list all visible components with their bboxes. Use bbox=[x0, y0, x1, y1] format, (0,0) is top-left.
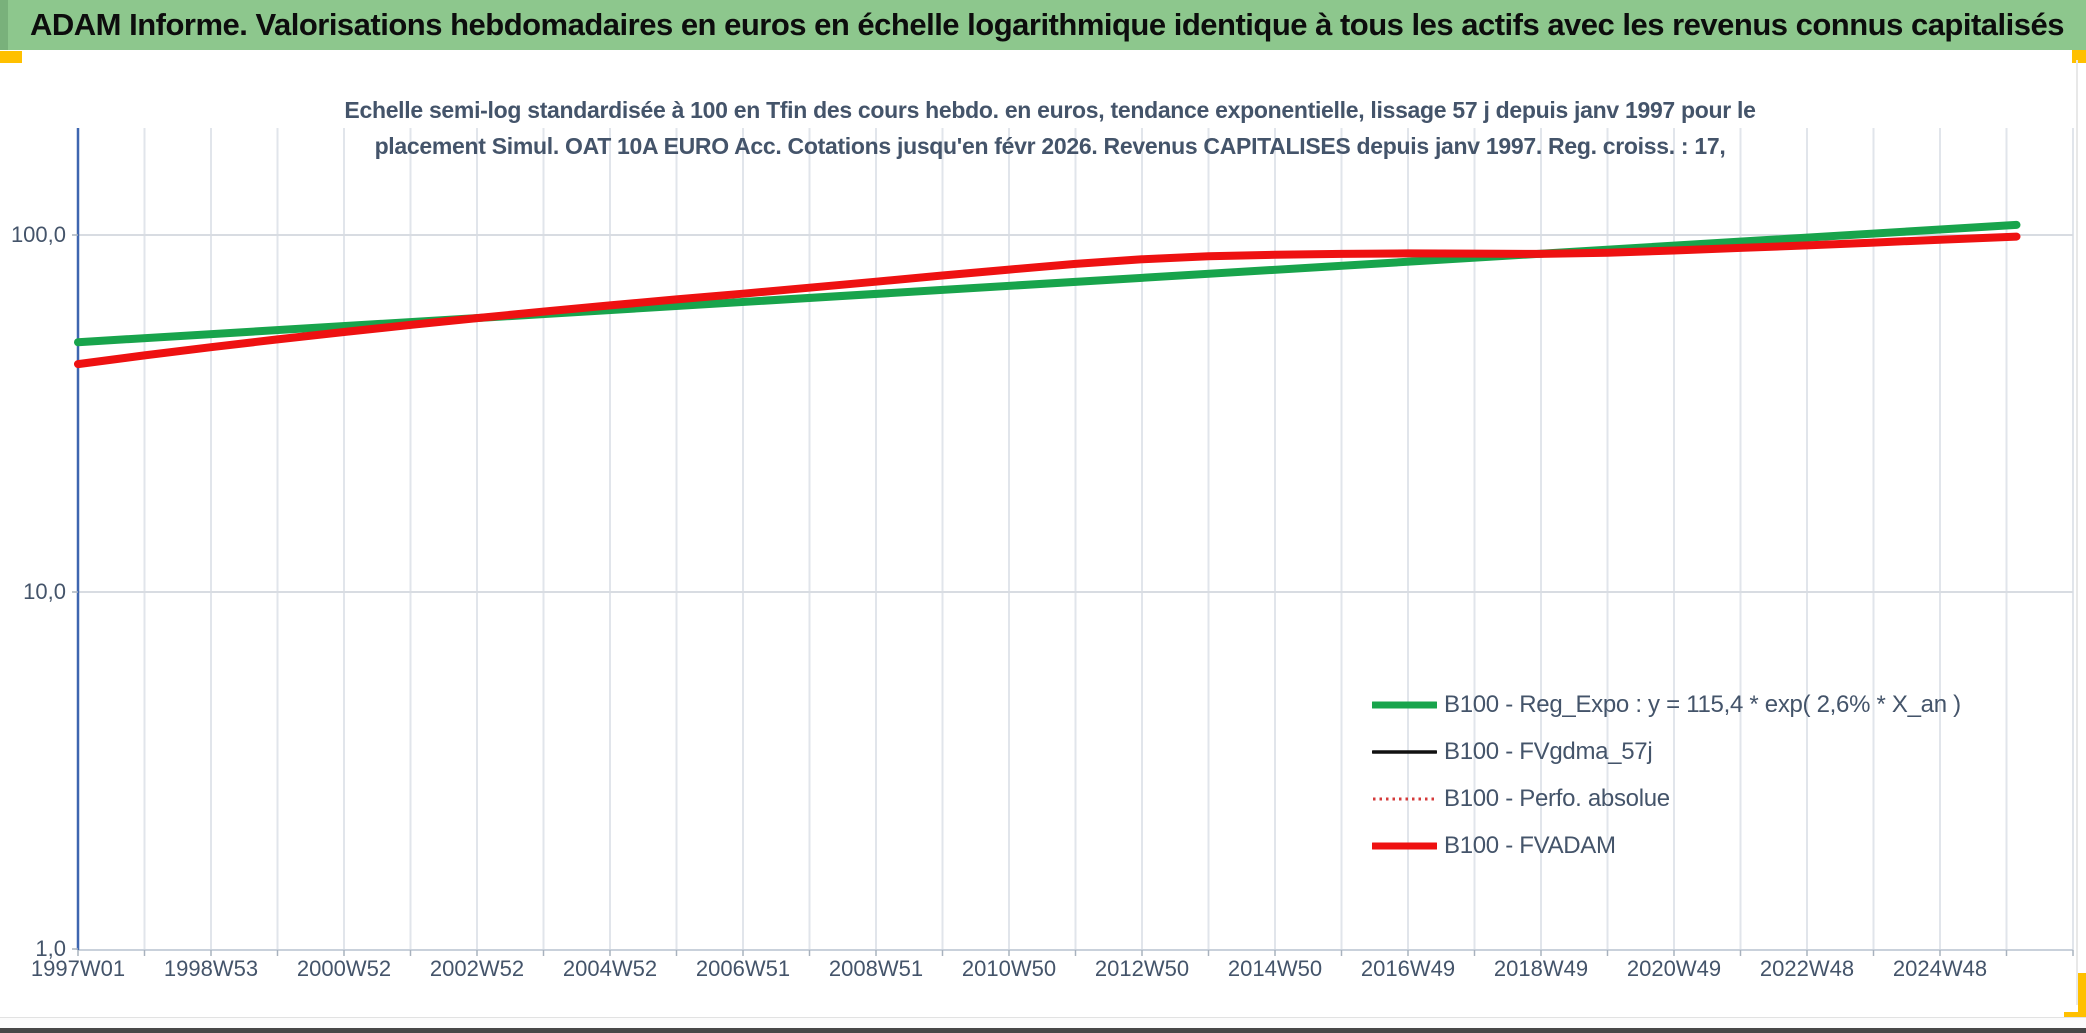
legend-item-2[interactable]: B100 - FVgdma_57j bbox=[1372, 728, 1961, 775]
x-axis-label: 2010W50 bbox=[962, 956, 1056, 981]
x-axis-label: 2000W52 bbox=[297, 956, 391, 981]
x-axis-label: 1998W53 bbox=[164, 956, 258, 981]
series-line-1 bbox=[74, 220, 2021, 347]
legend-label: B100 - Perfo. absolue bbox=[1444, 784, 1670, 812]
series-line-4 bbox=[74, 232, 2021, 369]
corner-marker-top-left bbox=[0, 51, 22, 63]
chart-subtitle-line1: Echelle semi-log standardisée à 100 en T… bbox=[344, 97, 1756, 123]
x-axis-label: 2020W49 bbox=[1627, 956, 1721, 981]
x-axis-label: 2014W50 bbox=[1228, 956, 1322, 981]
x-axis-label: 2018W49 bbox=[1494, 956, 1588, 981]
x-axis-label: 1997W01 bbox=[31, 956, 125, 981]
legend-line-sample bbox=[1372, 701, 1437, 708]
x-axis-label: 2024W48 bbox=[1893, 956, 1987, 981]
series-line-3 bbox=[76, 235, 2018, 366]
legend-item-1[interactable]: B100 - Reg_Expo : y = 115,4 * exp( 2,6% … bbox=[1372, 681, 1961, 728]
edge-marker-right bbox=[2078, 973, 2086, 1018]
chart-subtitle: Echelle semi-log standardisée à 100 en T… bbox=[100, 92, 2000, 164]
legend-item-4[interactable]: B100 - FVADAM bbox=[1372, 822, 1961, 869]
x-axis-label: 2022W48 bbox=[1760, 956, 1854, 981]
chart-legend: B100 - Reg_Expo : y = 115,4 * exp( 2,6% … bbox=[1372, 681, 1961, 869]
y-axis-label: 1,0 bbox=[35, 936, 66, 961]
y-axis-label: 10,0 bbox=[23, 579, 66, 604]
x-axis-label: 2002W52 bbox=[430, 956, 524, 981]
series-line-2 bbox=[76, 235, 2018, 366]
x-axis-label: 2008W51 bbox=[829, 956, 923, 981]
legend-label: B100 - Reg_Expo : y = 115,4 * exp( 2,6% … bbox=[1444, 690, 1961, 718]
legend-item-3[interactable]: B100 - Perfo. absolue bbox=[1372, 775, 1961, 822]
bottom-bar bbox=[0, 1028, 2086, 1033]
x-axis-label: 2012W50 bbox=[1095, 956, 1189, 981]
legend-line-sample bbox=[1372, 842, 1437, 849]
x-axis-label: 2016W49 bbox=[1361, 956, 1455, 981]
corner-marker-top-right bbox=[2072, 50, 2086, 63]
page-title: ADAM Informe. Valorisations hebdomadaire… bbox=[30, 7, 2065, 42]
chart-header-band: ADAM Informe. Valorisations hebdomadaire… bbox=[0, 0, 2086, 50]
legend-line-sample bbox=[1373, 797, 1436, 800]
bottom-strip bbox=[0, 1017, 2086, 1030]
y-axis-label: 100,0 bbox=[11, 222, 66, 247]
x-axis-label: 2006W51 bbox=[696, 956, 790, 981]
chart-right-border bbox=[2076, 60, 2078, 1005]
legend-label: B100 - FVADAM bbox=[1444, 831, 1616, 859]
legend-label: B100 - FVgdma_57j bbox=[1444, 737, 1653, 765]
chart-subtitle-line2: placement Simul. OAT 10A EURO Acc. Cotat… bbox=[374, 133, 1726, 159]
x-axis-label: 2004W52 bbox=[563, 956, 657, 981]
legend-line-sample bbox=[1372, 749, 1437, 754]
